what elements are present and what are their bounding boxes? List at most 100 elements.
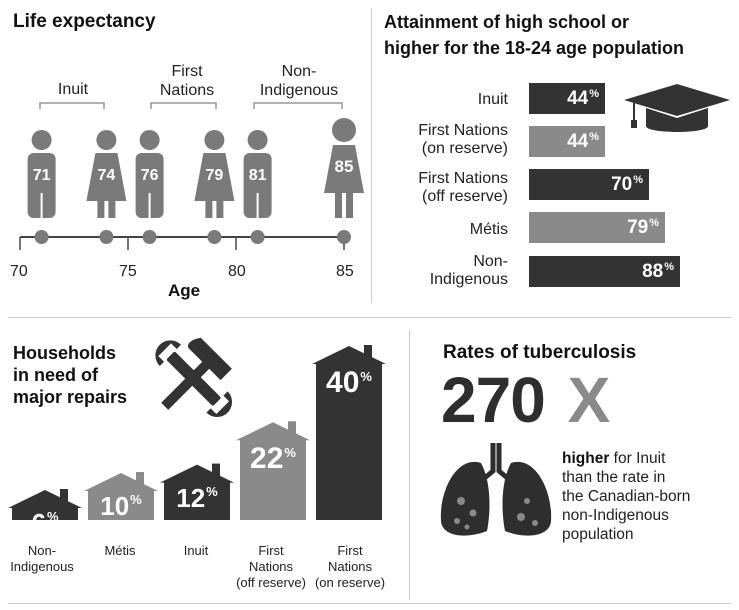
attainment-value: 88 <box>642 260 664 282</box>
households-title-line2: in need of <box>13 365 98 385</box>
attainment-bar-2: 70% <box>529 169 649 200</box>
household-value-number: 22 <box>250 442 284 476</box>
house-caption-fn-off-line3: (off reserve) <box>236 575 306 590</box>
percent-sign: % <box>589 87 599 100</box>
house-caption-fn-on-line2: Nations <box>327 559 373 574</box>
divider-footer <box>8 603 731 604</box>
attainment-title-line1: Attainment of high school or <box>384 12 629 32</box>
divider-top <box>371 8 372 303</box>
house-caption-metis-line1: Métis <box>104 543 136 558</box>
percent-sign: % <box>206 483 218 499</box>
household-value-number: 6 <box>31 508 46 538</box>
house-caption-fn-off: First Nations (off reserve) <box>232 543 310 591</box>
household-value-2: 12% <box>160 483 234 514</box>
attainment-labels: Inuit First Nations (on reserve) First N… <box>380 0 508 300</box>
attainment-label-fn-on-line2: (on reserve) <box>421 140 508 157</box>
attainment-label-non-indigenous: Non- Indigenous <box>430 253 508 289</box>
house-3 <box>236 421 310 520</box>
person-figure-76: 76 <box>135 130 164 244</box>
house-2 <box>160 463 234 520</box>
house-caption-fn-on: First Nations (on reserve) <box>310 543 390 591</box>
attainment-label-fn-on: First Nations (on reserve) <box>418 122 508 158</box>
graduation-cap-icon <box>624 84 730 132</box>
group-label-inuit: Inuit <box>57 81 89 98</box>
percent-sign: % <box>633 173 643 186</box>
bracket-non-indigenous <box>253 102 343 109</box>
household-value-number: 10 <box>100 491 130 522</box>
tuberculosis-description: higher for Inuit than the rate in the Ca… <box>562 449 737 544</box>
percent-sign: % <box>589 130 599 143</box>
life-value-71: 71 <box>33 167 51 184</box>
household-value-0: 6% <box>8 508 82 539</box>
attainment-label-fn-off: First Nations (off reserve) <box>418 170 508 206</box>
attainment-value: 70 <box>611 173 633 195</box>
tuberculosis-number: 270 <box>441 364 546 436</box>
attainment-title: Attainment of high school or higher for … <box>384 10 684 60</box>
house-caption-fn-off-line1: First <box>258 543 284 558</box>
tuberculosis-x: X <box>567 364 611 436</box>
person-figure-71: 71 <box>27 130 56 244</box>
life-expectancy-chart: 71 74 76 79 81 85 <box>19 102 364 250</box>
tuberculosis-title: Rates of tuberculosis <box>443 342 637 363</box>
households-title-line1: Households <box>13 343 117 363</box>
attainment-label-fn-off-line1: First Nations <box>418 170 508 187</box>
life-value-85: 85 <box>335 157 354 176</box>
axis-dot-74 <box>99 230 114 244</box>
attainment-bar-3: 79% <box>529 212 665 243</box>
bracket-inuit <box>39 102 105 109</box>
attainment-label-metis: Métis <box>470 221 508 239</box>
tuberculosis-desc-line1: higher for Inuit <box>562 449 737 468</box>
attainment-label-inuit-line1: Inuit <box>477 91 508 108</box>
percent-sign: % <box>130 492 142 508</box>
tuberculosis-desc-line5: population <box>562 526 634 543</box>
house-caption-non-indigenous-line2: Indigenous <box>10 559 74 574</box>
attainment-label-fn-off-line2: (off reserve) <box>422 188 508 205</box>
tick-label-80: 80 <box>228 263 246 280</box>
tick-label-85: 85 <box>336 263 354 280</box>
household-value-1: 10% <box>84 491 158 522</box>
households-houses <box>8 345 386 520</box>
percent-sign: % <box>284 445 296 461</box>
house-caption-inuit-line1: Inuit <box>183 543 209 558</box>
house-0 <box>8 489 82 520</box>
axis-dot-76 <box>142 230 157 244</box>
attainment-label-non-indigenous-line2: Indigenous <box>429 271 508 288</box>
lungs-icon <box>440 443 552 536</box>
tuberculosis-desc-rest: for Inuit <box>609 450 666 467</box>
house-caption-fn-on-line3: (on reserve) <box>314 575 386 590</box>
house-caption-fn-on-line1: First <box>337 543 363 558</box>
group-label-non-indigenous: Non-Indigenous <box>243 62 355 100</box>
tick-label-75: 75 <box>119 263 137 280</box>
life-value-74: 74 <box>98 167 116 184</box>
axis-dot-79 <box>207 230 222 244</box>
group-label-first-nations-text: First Nations <box>159 63 215 99</box>
attainment-value: 44 <box>567 87 589 109</box>
house-caption-non-indigenous: Non- Indigenous <box>4 543 80 575</box>
divider-bottom <box>409 330 410 600</box>
attainment-bar-1: 44% <box>529 126 605 157</box>
axis-dot-81 <box>250 230 265 244</box>
household-value-4: 40% <box>312 366 386 400</box>
attainment-bar-0: 44% <box>529 83 605 114</box>
attainment-value: 79 <box>627 216 649 238</box>
house-caption-inuit: Inuit <box>158 543 234 559</box>
house-caption-metis: Métis <box>82 543 158 559</box>
attainment-label-inuit: Inuit <box>478 91 508 109</box>
attainment-label-metis-line1: Métis <box>469 221 508 238</box>
hammer-wrench-icon <box>155 337 233 418</box>
axis-dot-85 <box>337 230 351 244</box>
tuberculosis-desc-line2: than the rate in <box>562 469 666 486</box>
divider-middle <box>8 317 731 318</box>
axis-dot-71 <box>34 230 49 244</box>
life-value-79: 79 <box>206 167 224 184</box>
person-figure-81: 81 <box>243 130 272 244</box>
households-title-line3: major repairs <box>13 387 128 407</box>
household-value-number: 12 <box>176 482 206 513</box>
person-figure-85: 85 <box>324 118 364 244</box>
bracket-first-nations <box>150 102 217 109</box>
house-1 <box>84 472 158 520</box>
house-caption-non-indigenous-line1: Non- <box>27 543 57 558</box>
tuberculosis-desc-line4: non-Indigenous <box>562 507 669 524</box>
age-axis-label: Age <box>168 281 201 300</box>
life-value-76: 76 <box>141 167 159 184</box>
